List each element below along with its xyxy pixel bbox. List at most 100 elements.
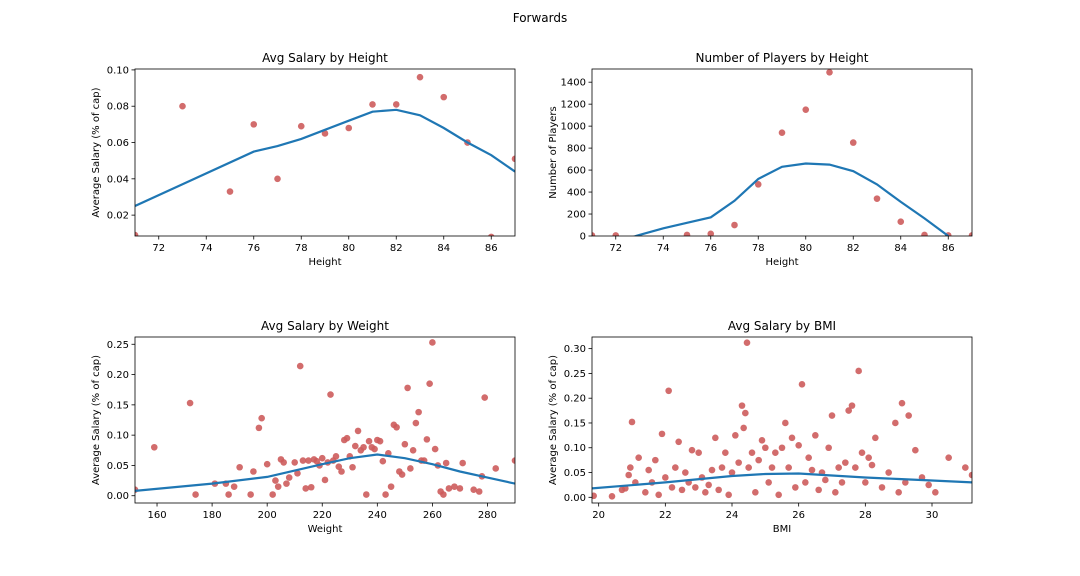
data-point: [885, 469, 892, 476]
y-tick-label: 0.15: [564, 418, 586, 429]
data-point: [488, 233, 495, 236]
x-tick-label: 280: [478, 510, 497, 521]
data-point: [708, 466, 716, 474]
data-point: [511, 457, 515, 464]
data-point: [431, 445, 439, 453]
chart-avg-salary-by-weight: 160 180 200 220 240 260 280 0.00 0.05 0.10 0.15 0.2…: [91, 319, 516, 535]
x-tick-label: 220: [313, 510, 332, 521]
data-point: [296, 362, 304, 370]
data-point: [798, 381, 806, 388]
y-tick-label: 0.05: [107, 461, 129, 472]
data-point: [795, 441, 802, 449]
data-point: [255, 424, 263, 432]
data-point: [250, 121, 258, 128]
data-point: [732, 432, 739, 439]
data-point: [898, 399, 906, 407]
y-tick-label: 0.10: [107, 431, 129, 442]
x-tick-label: 260: [423, 510, 442, 521]
data-point: [852, 464, 859, 471]
data-point: [802, 106, 810, 113]
data-point: [269, 491, 276, 498]
data-point: [921, 231, 928, 236]
data-point: [382, 491, 389, 498]
data-point: [415, 408, 422, 416]
data-point: [725, 491, 732, 499]
y-tick-label: 1200: [561, 100, 586, 111]
x-tick-label: 22: [659, 510, 672, 521]
data-point: [625, 471, 632, 479]
y-axis-label: Average Salary (% of cap): [548, 355, 559, 485]
data-point: [592, 232, 596, 236]
data-point: [728, 469, 736, 476]
x-tick-label: 82: [390, 243, 403, 254]
y-tick-label: 0.30: [564, 344, 586, 355]
data-point: [412, 419, 420, 427]
data-point: [842, 459, 849, 466]
y-tick-label: 0.15: [107, 400, 129, 411]
data-point: [832, 489, 839, 496]
data-point: [754, 181, 762, 188]
y-tick-label: 1400: [561, 78, 586, 89]
data-point: [802, 479, 809, 486]
y-tick-label: 0.04: [107, 174, 129, 185]
data-point: [338, 468, 345, 475]
data-point: [748, 449, 756, 457]
data-point: [627, 464, 634, 471]
data-point: [785, 464, 792, 471]
data-point: [812, 432, 819, 439]
data-point: [407, 465, 414, 472]
data-point: [409, 446, 417, 454]
y-tick-label: 0.10: [107, 65, 129, 76]
data-point: [307, 483, 315, 491]
chart-title: Avg Salary by Weight: [261, 319, 389, 333]
data-point: [592, 492, 597, 500]
x-tick-label: 74: [657, 243, 670, 254]
data-point: [735, 459, 742, 466]
data-point: [865, 454, 872, 461]
y-tick-label: 0.02: [107, 211, 129, 222]
data-point: [150, 443, 158, 451]
x-tick-label: 78: [295, 243, 308, 254]
data-point: [442, 459, 450, 467]
data-point: [968, 471, 972, 479]
chart-title: Number of Players by Height: [695, 51, 868, 65]
data-point: [845, 407, 852, 414]
data-point: [363, 491, 370, 498]
data-point: [912, 446, 919, 454]
data-point: [855, 367, 862, 375]
data-point: [635, 454, 642, 461]
x-tick-label: 160: [147, 510, 166, 521]
chart-avg-salary-by-bmi: 20 22 24 26 28 30 0.00 0.05 0.10 0.15 0.20 0.25 0.30…: [548, 319, 973, 535]
data-point: [722, 449, 729, 457]
x-tick-label: 72: [152, 243, 165, 254]
y-tick-label: 0.25: [107, 340, 129, 351]
data-point: [645, 466, 652, 474]
data-point: [765, 479, 772, 486]
data-point: [429, 339, 436, 346]
data-point: [808, 466, 816, 474]
trend-line: [592, 472, 972, 490]
data-point: [440, 491, 447, 498]
data-point: [365, 437, 373, 445]
data-point: [318, 454, 326, 462]
trend-line: [632, 162, 949, 236]
data-point: [822, 476, 829, 484]
data-point: [335, 463, 343, 470]
data-point: [895, 489, 902, 496]
data-point: [740, 424, 747, 432]
axes-frame: [591, 68, 973, 237]
data-point: [360, 443, 367, 451]
data-point: [772, 449, 779, 457]
data-point: [758, 437, 766, 444]
x-tick-label: 26: [792, 510, 805, 521]
chart-avg-salary-by-height: 72 74 76 78 80 82 84 86 0.02 0.04 0.06 0.08 0.10 Avg …: [91, 51, 516, 268]
y-tick-label: 0.06: [107, 138, 129, 149]
y-axis-label: Average Salary (% of cap): [91, 355, 102, 485]
data-point: [862, 479, 869, 486]
x-tick-label: 84: [894, 243, 907, 254]
data-point: [401, 440, 409, 448]
data-point: [925, 481, 932, 489]
data-point: [387, 483, 395, 490]
x-tick-label: 80: [342, 243, 355, 254]
data-point: [327, 391, 334, 398]
